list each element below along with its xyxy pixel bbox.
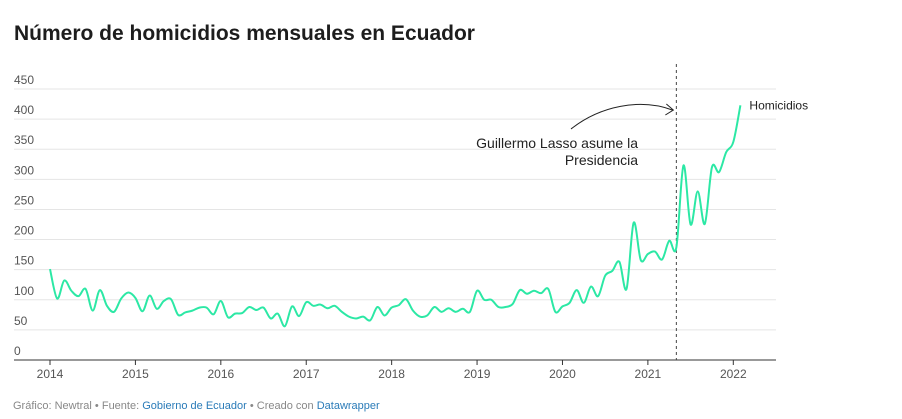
y-tick-label: 300 bbox=[14, 163, 34, 177]
x-tick-label: 2018 bbox=[378, 367, 405, 381]
annotation-text-line1: Guillermo Lasso asume la bbox=[476, 135, 638, 151]
gridlines bbox=[14, 88, 776, 361]
y-tick-label: 450 bbox=[14, 73, 34, 87]
source-prefix: Fuente: bbox=[101, 400, 140, 412]
chart-footer: Gráfico: Newtral • Fuente: Gobierno de E… bbox=[13, 400, 380, 412]
credit-text: Gráfico: Newtral bbox=[13, 400, 92, 412]
x-tick-label: 2022 bbox=[720, 367, 747, 381]
series-label: Homicidios bbox=[749, 98, 808, 112]
x-tick-label: 2020 bbox=[549, 367, 576, 381]
y-axis-ticks: 0 50 100 150 200 250 300 350 400 450 bbox=[14, 73, 34, 358]
y-tick-label: 250 bbox=[14, 193, 34, 207]
x-tick-label: 2019 bbox=[464, 367, 491, 381]
series-group: Homicidios bbox=[49, 98, 808, 328]
x-tick-label: 2017 bbox=[293, 367, 320, 381]
x-tick-label: 2021 bbox=[635, 367, 662, 381]
y-tick-label: 200 bbox=[14, 224, 34, 238]
tool-link[interactable]: Datawrapper bbox=[316, 400, 380, 412]
x-tick-label: 2015 bbox=[122, 367, 149, 381]
created-prefix: Creado con bbox=[256, 400, 314, 412]
annotation-text-line2: Presidencia bbox=[565, 152, 638, 168]
x-tick-label: 2016 bbox=[207, 367, 234, 381]
y-tick-label: 350 bbox=[14, 133, 34, 147]
y-tick-label: 0 bbox=[14, 344, 21, 358]
x-tick-label: 2014 bbox=[37, 367, 64, 381]
footer-separator: • bbox=[94, 400, 99, 412]
chart-title: Número de homicidios mensuales en Ecuado… bbox=[14, 22, 475, 45]
source-link[interactable]: Gobierno de Ecuador bbox=[142, 400, 247, 412]
series-line-homicidios bbox=[49, 105, 742, 328]
y-tick-label: 100 bbox=[14, 284, 34, 298]
y-tick-label: 50 bbox=[14, 314, 28, 328]
y-tick-label: 400 bbox=[14, 103, 34, 117]
footer-separator: • bbox=[249, 400, 254, 412]
annotation-arrow bbox=[570, 104, 673, 130]
y-tick-label: 150 bbox=[14, 254, 34, 268]
x-axis-ticks: 2014 2015 2016 2017 2018 2019 2020 2021 2022 bbox=[37, 360, 747, 381]
annotation-arrowhead bbox=[665, 103, 675, 116]
